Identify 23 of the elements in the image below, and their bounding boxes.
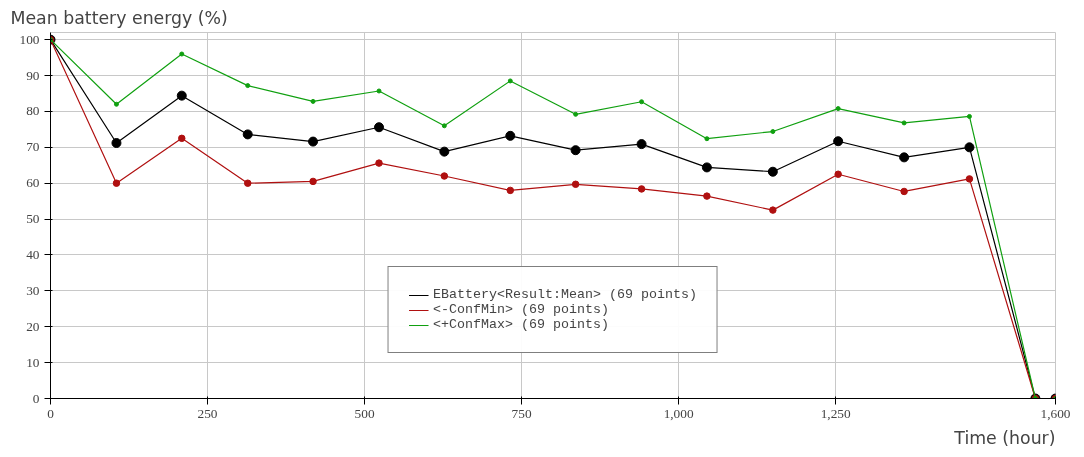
x-tick-label: 1,250 bbox=[820, 405, 851, 421]
legend-label: <+ConfMax> (69 points) bbox=[433, 317, 609, 332]
y-tick-label: 90 bbox=[26, 67, 40, 83]
y-tick-label: 30 bbox=[26, 282, 40, 298]
legend-label: EBattery<Result:Mean> (69 points) bbox=[433, 287, 697, 302]
y-tick-label: 0 bbox=[32, 390, 40, 406]
y-tick-label: 100 bbox=[19, 31, 40, 47]
y-tick-label: 40 bbox=[26, 246, 40, 262]
y-axis-title: Mean battery energy (%) bbox=[10, 7, 228, 28]
x-tick-label: 1,000 bbox=[663, 405, 694, 421]
y-tick-label: 70 bbox=[26, 139, 40, 155]
x-tick-label: 500 bbox=[354, 405, 375, 421]
legend-label: <-ConfMin> (69 points) bbox=[433, 302, 609, 317]
y-tick-label: 20 bbox=[26, 318, 40, 334]
y-tick-label: 50 bbox=[26, 211, 40, 227]
x-tick-label: 250 bbox=[197, 405, 218, 421]
y-tick-label: 10 bbox=[26, 354, 40, 370]
x-axis-title: Time (hour) bbox=[953, 427, 1056, 448]
y-tick-label: 60 bbox=[26, 175, 40, 191]
x-tick-label: 1,600 bbox=[1040, 405, 1071, 421]
y-tick-label: 80 bbox=[26, 103, 40, 119]
x-tick-label: 0 bbox=[47, 405, 55, 421]
x-tick-label: 750 bbox=[511, 405, 532, 421]
